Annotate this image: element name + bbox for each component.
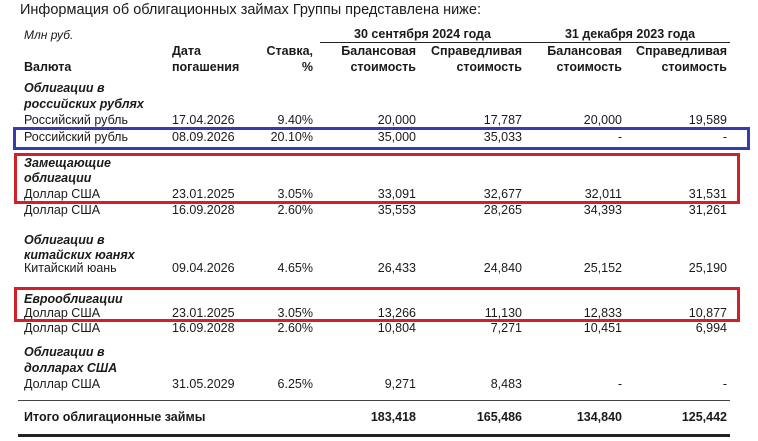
cell-currency: Российский рубль (24, 130, 128, 144)
cell-value: 35,000 (377, 130, 416, 144)
total-rule (18, 400, 730, 401)
highlight-box (14, 287, 740, 322)
header-currency: Валюта (24, 60, 72, 74)
cell-value: 34,393 (583, 203, 622, 217)
header-rate: Ставка, (266, 44, 313, 58)
cell-maturity-date: 31.05.2029 (172, 377, 235, 391)
section-title: долларах США (24, 361, 118, 375)
total-value: 125,442 (681, 410, 727, 424)
cell-currency: Российский рубль (24, 113, 128, 127)
section-title: российских рублях (24, 97, 144, 111)
section-title: Замещающие (24, 156, 111, 170)
cell-value: 33,091 (377, 187, 416, 201)
cell-value: 25,152 (583, 261, 622, 275)
units-label: Млн руб. (24, 28, 74, 42)
cell-value: 35,553 (377, 203, 416, 217)
header-fair2: стоимость (661, 60, 727, 74)
cell-value: 26,433 (377, 261, 416, 275)
cell-value: 28,265 (483, 203, 522, 217)
total-value: 165,486 (476, 410, 522, 424)
cell-maturity-date: 09.04.2026 (172, 261, 235, 275)
header-book1: стоимость (350, 60, 416, 74)
cell-value: 12,833 (583, 306, 622, 320)
cell-value: 9,271 (384, 377, 416, 391)
cell-maturity-date: 16.09.2028 (172, 321, 235, 335)
cell-value: 10,451 (583, 321, 622, 335)
cell-rate: 2.60% (277, 203, 313, 217)
cell-value: 8,483 (490, 377, 522, 391)
cell-rate: 20.10% (270, 130, 313, 144)
section-title: Еврооблигации (24, 292, 123, 306)
cell-rate: 2.60% (277, 321, 313, 335)
section-title: Облигации в (24, 81, 105, 95)
cell-currency: Доллар США (24, 306, 101, 320)
highlight-box (14, 153, 740, 204)
cell-value: 19,589 (688, 113, 727, 127)
header-date: погашения (172, 60, 240, 74)
cell-value: 24,840 (483, 261, 522, 275)
intro-text: Информация об облигационных займах Групп… (20, 2, 481, 18)
cell-rate: 3.05% (277, 187, 313, 201)
period-header: 31 декабря 2023 года (564, 27, 696, 41)
header-rate: % (301, 60, 313, 74)
cell-value: 32,677 (483, 187, 522, 201)
cell-maturity-date: 17.04.2026 (172, 113, 235, 127)
cell-rate: 3.05% (277, 306, 313, 320)
cell-value: - (722, 377, 727, 391)
cell-maturity-date: 08.09.2026 (172, 130, 235, 144)
period-header: 30 сентября 2024 года (354, 27, 491, 41)
cell-value: 20,000 (377, 113, 416, 127)
cell-value: 25,190 (688, 261, 727, 275)
cell-rate: 9.40% (277, 113, 313, 127)
total-double-rule (18, 434, 730, 437)
cell-value: 11,130 (484, 306, 522, 320)
cell-value: - (617, 130, 622, 144)
cell-maturity-date: 16.09.2028 (172, 203, 235, 217)
cell-value: 31,261 (688, 203, 727, 217)
section-title: облигации (24, 171, 92, 185)
cell-value: 7,271 (490, 321, 522, 335)
header-book2: Балансовая (547, 44, 622, 58)
header-fair1: Справедливая (431, 44, 522, 58)
cell-value: 17,787 (483, 113, 522, 127)
section-title: китайских юанях (24, 248, 135, 262)
cell-currency: Доллар США (24, 187, 101, 201)
header-date: Дата (172, 44, 201, 58)
cell-value: 31,531 (688, 187, 727, 201)
cell-value: - (722, 130, 727, 144)
cell-value: 13,266 (377, 306, 416, 320)
header-book2: стоимость (556, 60, 622, 74)
cell-value: 35,033 (483, 130, 522, 144)
total-label: Итого облигационные займы (24, 410, 206, 424)
highlight-box (13, 127, 750, 150)
cell-value: 10,877 (688, 306, 727, 320)
header-fair2: Справедливая (636, 44, 727, 58)
cell-currency: Китайский юань (24, 261, 117, 275)
total-value: 134,840 (576, 410, 622, 424)
cell-rate: 6.25% (277, 377, 313, 391)
cell-maturity-date: 23.01.2025 (172, 306, 235, 320)
cell-value: 20,000 (583, 113, 622, 127)
cell-value: 6,994 (695, 321, 727, 335)
cell-currency: Доллар США (24, 203, 101, 217)
header-fair1: стоимость (456, 60, 522, 74)
cell-maturity-date: 23.01.2025 (172, 187, 235, 201)
section-title: Облигации в (24, 233, 105, 247)
cell-currency: Доллар США (24, 377, 101, 391)
cell-currency: Доллар США (24, 321, 101, 335)
cell-value: - (617, 377, 622, 391)
header-book1: Балансовая (341, 44, 416, 58)
cell-value: 32,011 (584, 187, 622, 201)
cell-value: 10,804 (377, 321, 416, 335)
total-value: 183,418 (370, 410, 416, 424)
period-underline (320, 42, 730, 43)
section-title: Облигации в (24, 345, 105, 359)
cell-rate: 4.65% (277, 261, 313, 275)
